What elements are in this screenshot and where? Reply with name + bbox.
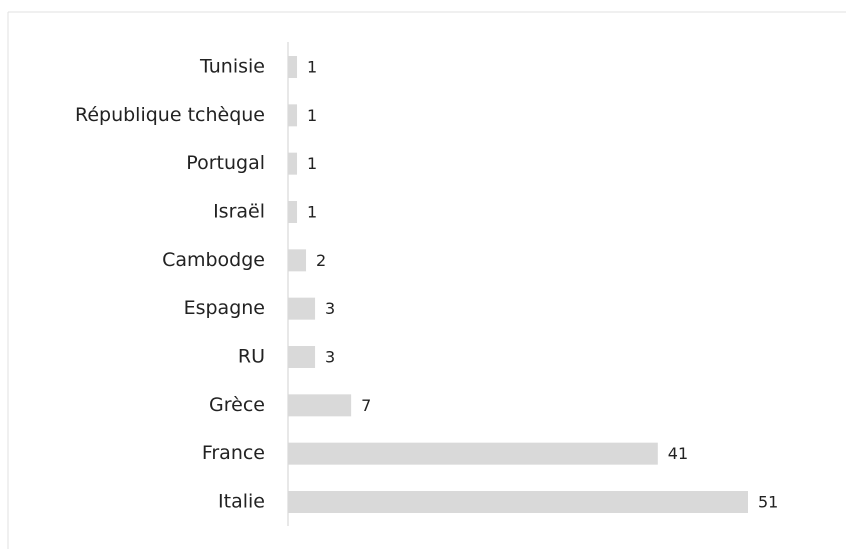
category-label: Portugal <box>186 152 265 174</box>
bar <box>288 104 298 127</box>
value-label: 41 <box>668 444 688 463</box>
value-label: 1 <box>307 58 317 77</box>
category-label: République tchèque <box>75 104 265 126</box>
category-label: RU <box>238 346 265 368</box>
category-label: Italie <box>218 491 265 513</box>
bar <box>288 297 316 320</box>
bar <box>288 442 658 465</box>
bar <box>288 491 748 513</box>
bar <box>288 201 298 223</box>
value-label: 2 <box>316 251 326 270</box>
value-label: 1 <box>307 106 317 125</box>
category-label: France <box>202 442 265 464</box>
bar <box>288 394 352 417</box>
value-label: 3 <box>325 348 335 367</box>
value-label: 7 <box>361 396 371 415</box>
category-label: Tunisie <box>199 56 265 78</box>
category-label: Israël <box>213 201 265 223</box>
category-label: Cambodge <box>162 249 265 271</box>
bar <box>288 346 316 368</box>
category-label: Espagne <box>184 297 265 319</box>
bar <box>288 56 298 78</box>
category-label: Grèce <box>209 394 265 416</box>
bar <box>288 152 298 175</box>
value-label: 51 <box>758 493 778 512</box>
value-label: 1 <box>307 154 317 173</box>
bar <box>288 249 307 272</box>
value-label: 1 <box>307 203 317 222</box>
value-label: 3 <box>325 299 335 318</box>
